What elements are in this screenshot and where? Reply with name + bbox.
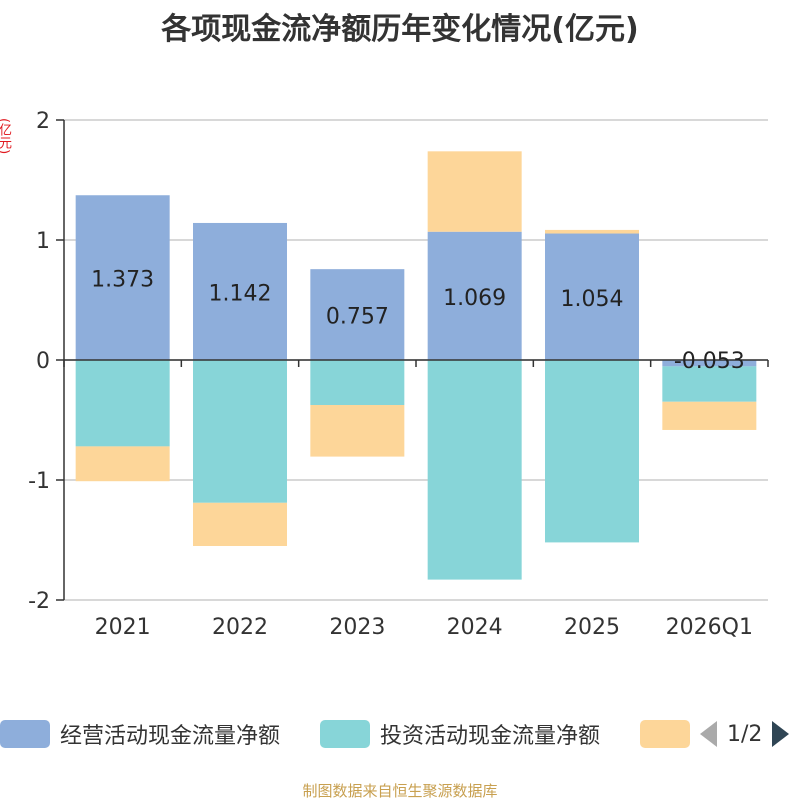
- x-tick-label: 2022: [212, 615, 268, 640]
- x-tick-label: 2024: [447, 615, 503, 640]
- data-label-2021: 1.373: [91, 268, 154, 293]
- bar-operating-2026Q1: [662, 360, 757, 367]
- y-axis-unit: (亿元): [0, 118, 11, 155]
- legend-swatch-financing: [640, 720, 690, 748]
- x-tick-label: 2026Q1: [666, 615, 753, 640]
- y-tick-label: 2: [36, 109, 50, 134]
- legend-item-investing[interactable]: 投资活动现金流量净额: [320, 716, 600, 752]
- x-tick-label: 2021: [95, 615, 151, 640]
- bar-financing-2025: [545, 229, 639, 234]
- data-label-2023: 0.757: [326, 305, 389, 330]
- data-label-2022: 1.142: [209, 281, 272, 306]
- y-tick-label: 1: [36, 229, 50, 254]
- data-label-2024: 1.069: [443, 286, 506, 311]
- bar-financing-2026Q1: [662, 401, 757, 430]
- bar-financing-2023: [310, 405, 405, 457]
- bar-operating-2023: [310, 269, 405, 360]
- data-label-2025: 1.054: [561, 287, 624, 312]
- bar-investing-2025: [545, 360, 639, 543]
- bar-chart: 2 1 0 -1 -2 1.373 1.142 0.757 1.069 1.054 -0.053 20…: [28, 109, 769, 640]
- bar-operating-2021: [75, 195, 170, 360]
- bar-investing-2023: [310, 360, 405, 405]
- x-tick-label: 2023: [329, 615, 385, 640]
- bar-operating-2022: [193, 222, 287, 360]
- bar-investing-2021: [75, 360, 170, 447]
- x-tick-label: 2025: [564, 615, 620, 640]
- data-label-2026Q1: -0.053: [674, 349, 745, 374]
- data-source-note: 制图数据来自恒生聚源数据库: [302, 782, 498, 800]
- bar-investing-2022: [193, 360, 287, 503]
- legend: 经营活动现金流量净额 投资活动现金流量净额: [0, 716, 800, 756]
- legend-item-financing[interactable]: [640, 716, 690, 752]
- legend-page-indicator: 1/2: [727, 721, 763, 747]
- legend-next-page-button[interactable]: [772, 721, 790, 747]
- bar-financing-2022: [193, 502, 287, 546]
- bar-operating-2025: [545, 233, 639, 360]
- y-tick-label: -2: [28, 589, 50, 614]
- bar-financing-2021: [75, 446, 170, 482]
- y-tick-label: -1: [28, 469, 50, 494]
- bar-operating-2024: [427, 231, 522, 360]
- bar-financing-2024: [427, 151, 522, 232]
- bar-investing-2024: [427, 360, 522, 580]
- legend-item-operating[interactable]: 经营活动现金流量净额: [0, 716, 280, 752]
- bar-investing-2026Q1: [662, 366, 757, 402]
- legend-swatch-operating: [0, 720, 50, 748]
- y-tick-label: 0: [36, 349, 50, 374]
- legend-prev-page-button[interactable]: [700, 721, 717, 747]
- chart-title: 各项现金流净额历年变化情况(亿元): [161, 12, 639, 47]
- legend-swatch-investing: [320, 720, 370, 748]
- legend-label-investing: 投资活动现金流量净额: [380, 724, 601, 749]
- legend-pager: 1/2: [700, 716, 790, 752]
- legend-label-operating: 经营活动现金流量净额: [60, 724, 281, 749]
